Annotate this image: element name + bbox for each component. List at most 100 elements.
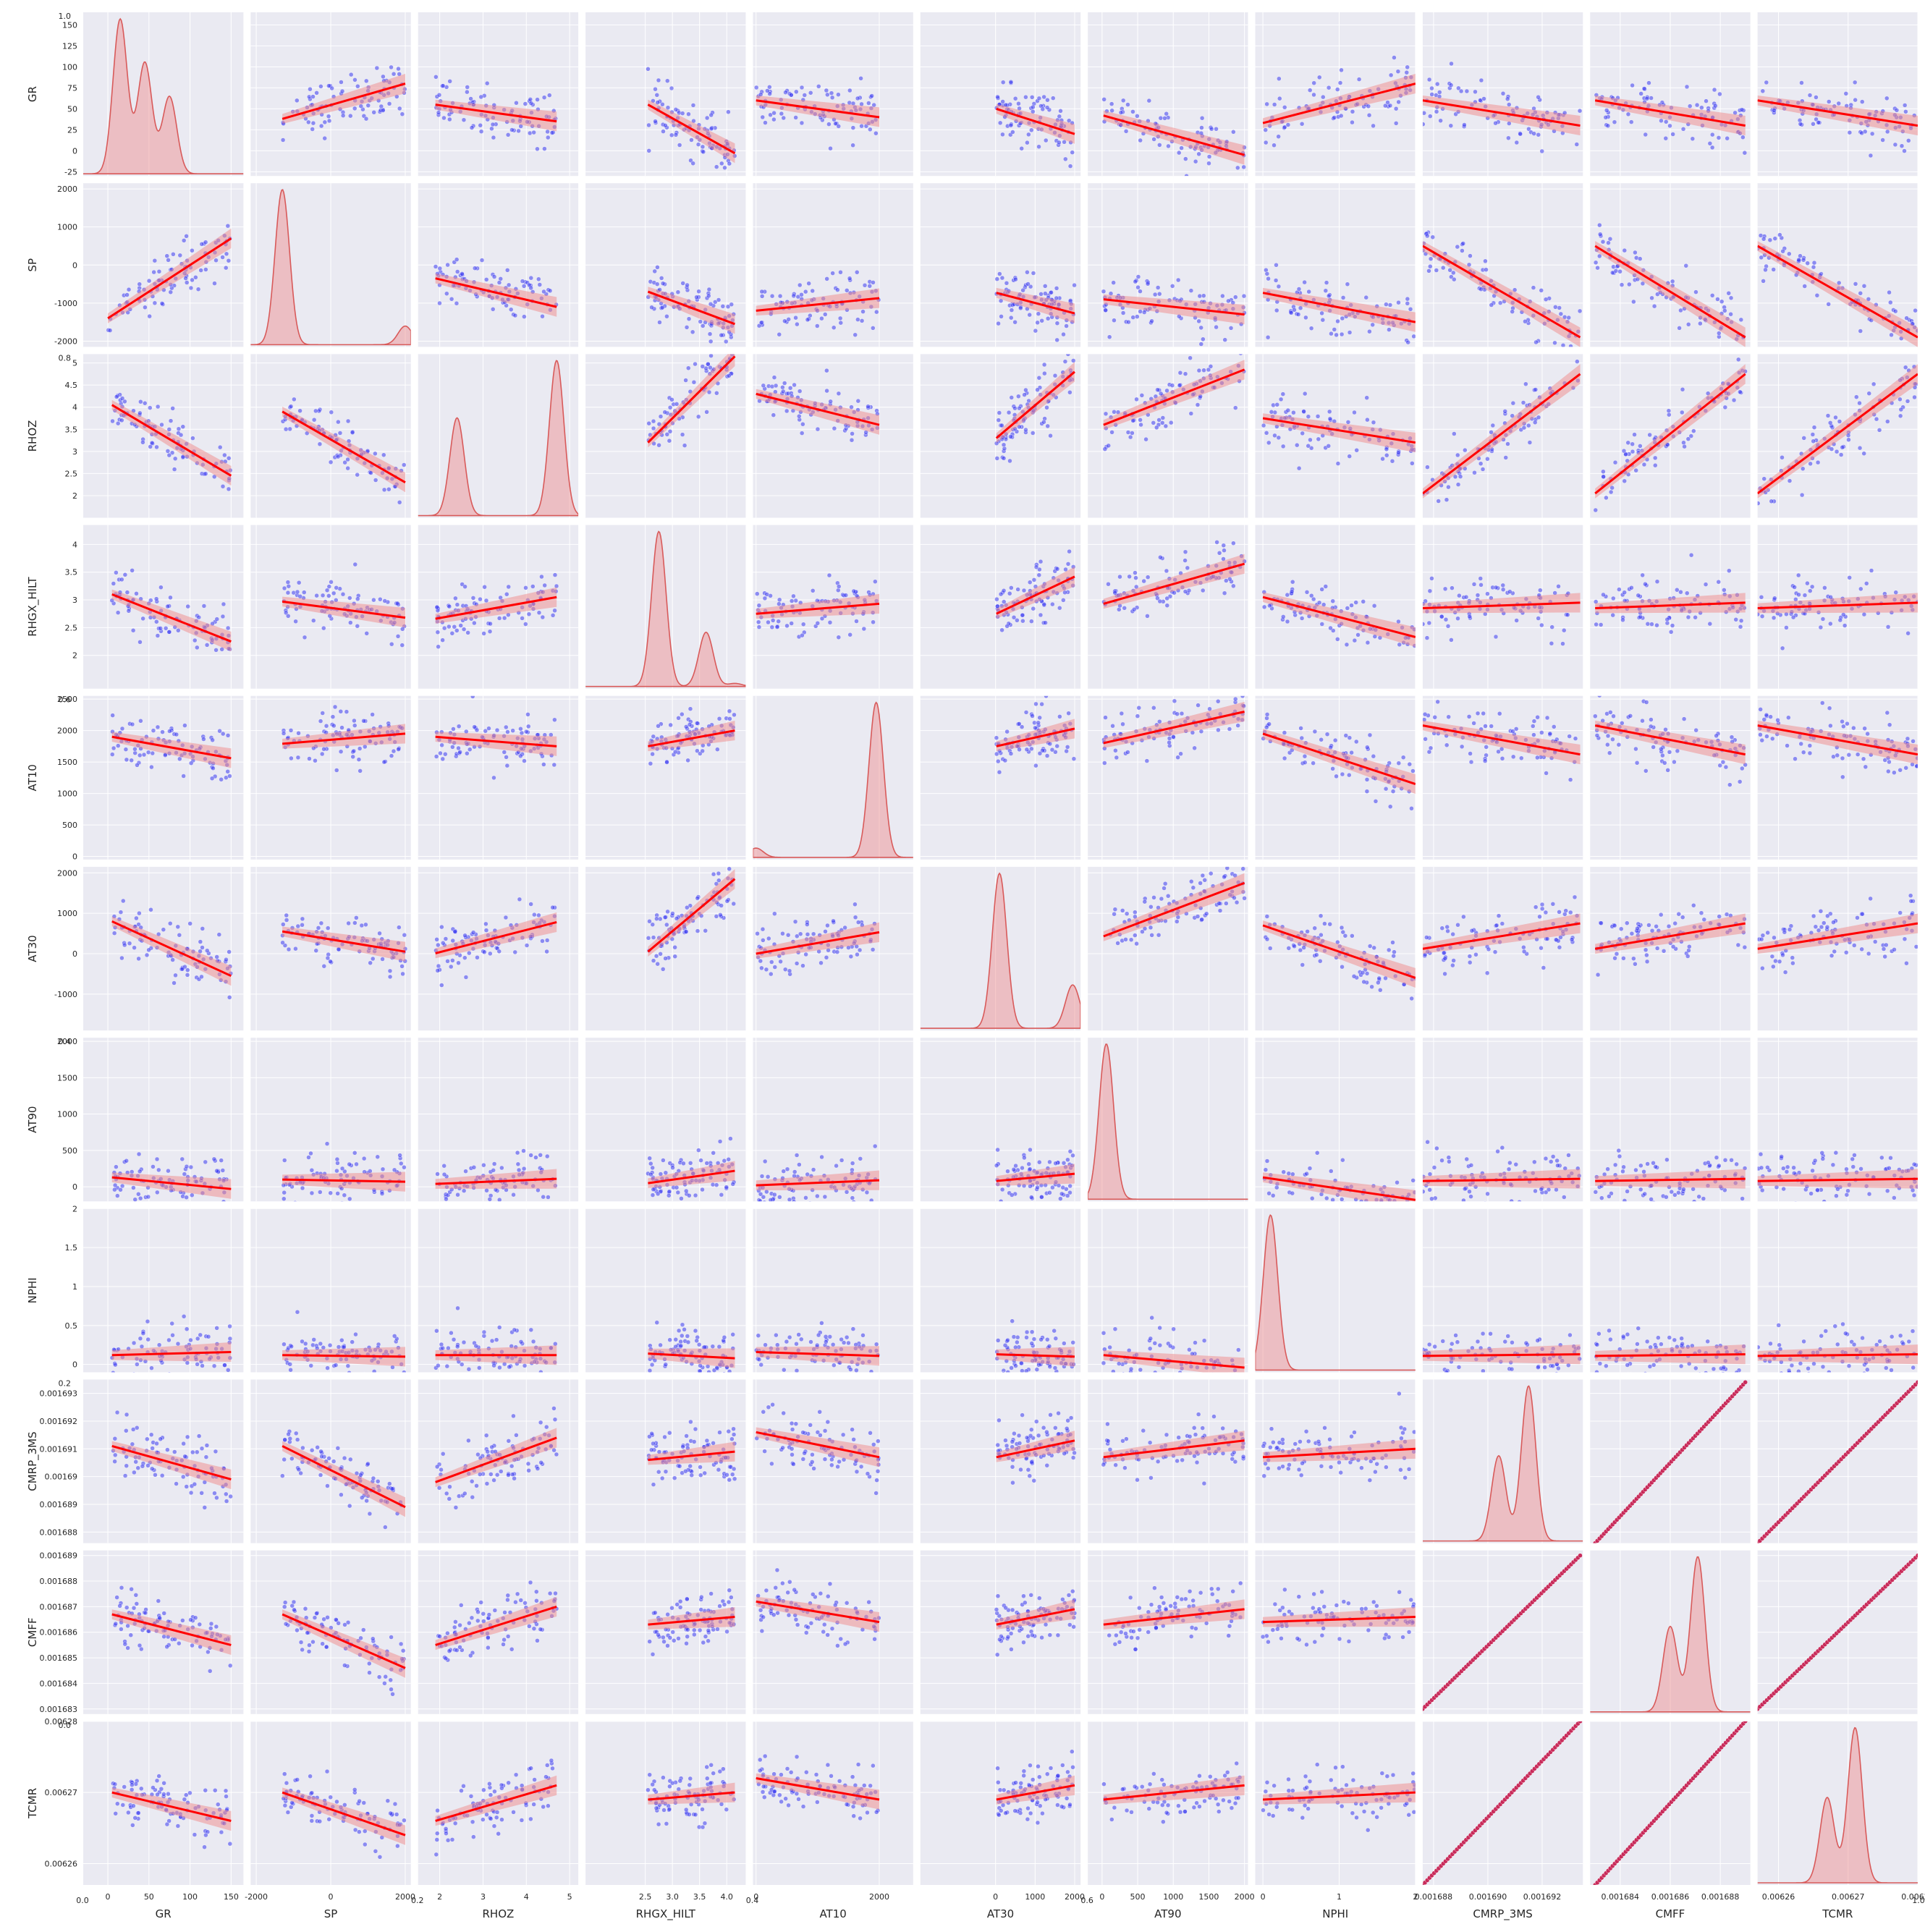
- scatter-point: [282, 585, 287, 591]
- scatter-point: [523, 585, 528, 590]
- scatter-point: [660, 281, 666, 286]
- scatter-point: [1427, 588, 1433, 593]
- scatter-point: [124, 590, 130, 595]
- scatter-point: [1647, 432, 1652, 438]
- scatter-point: [1742, 151, 1748, 156]
- scatter-point: [1828, 621, 1833, 627]
- scatter-point: [787, 386, 793, 391]
- scatter-point: [1834, 449, 1840, 454]
- scatter-point: [776, 619, 781, 624]
- scatter-point: [288, 728, 294, 733]
- scatter-point: [1837, 617, 1843, 623]
- scatter-point: [484, 80, 490, 86]
- scatter-point: [1422, 111, 1426, 116]
- confidence-band: [1263, 413, 1416, 453]
- scatter-point: [1387, 103, 1393, 109]
- scatter-point: [1339, 113, 1344, 119]
- ytick-label: 2: [72, 651, 77, 661]
- scatter-point: [758, 320, 764, 326]
- scatter-point: [1396, 300, 1401, 305]
- scatter-point: [286, 614, 291, 619]
- scatter-point: [1317, 75, 1322, 80]
- scatter-point: [755, 591, 760, 596]
- panel-background: [418, 695, 579, 860]
- scatter-point: [1693, 615, 1698, 620]
- confidence-band: [282, 596, 406, 628]
- scatter-point: [662, 410, 667, 415]
- scatter-point: [1913, 308, 1918, 313]
- kde-curve: [418, 360, 579, 517]
- scatter-point: [704, 410, 709, 415]
- scatter-point: [154, 444, 159, 450]
- scatter-point: [1625, 440, 1630, 446]
- scatter-point: [203, 240, 208, 245]
- panel-background: [83, 695, 244, 860]
- scatter-point: [1448, 123, 1454, 128]
- scatter-point: [528, 97, 533, 102]
- scatter-point: [373, 478, 378, 483]
- scatter-point: [192, 637, 198, 643]
- scatter-point: [754, 85, 759, 90]
- scatter-point: [1633, 250, 1638, 255]
- scatter-point: [1798, 122, 1803, 127]
- scatter-point: [858, 76, 863, 81]
- scatter-point: [1841, 612, 1846, 617]
- scatter-point: [1539, 148, 1544, 154]
- scatter-point: [1556, 584, 1561, 589]
- scatter-point: [996, 758, 1001, 764]
- scatter-point: [201, 603, 207, 609]
- scatter-point: [1340, 315, 1345, 321]
- confidence-band: [111, 589, 232, 652]
- scatter-point: [1125, 102, 1130, 107]
- scatter-point: [1801, 258, 1806, 263]
- scatter-point: [348, 113, 353, 119]
- scatter-point: [829, 90, 834, 96]
- panel-RHGX_HILT-vs-GR: [83, 525, 244, 689]
- scatter-point: [204, 643, 210, 648]
- panel-GR-vs-TCMR: [1757, 12, 1918, 177]
- scatter-point: [295, 589, 300, 595]
- scatter-point: [1224, 578, 1229, 583]
- scatter-point: [522, 314, 527, 319]
- scatter-point: [706, 287, 712, 292]
- regression-line: [756, 297, 880, 312]
- scatter-point: [654, 281, 660, 287]
- scatter-point: [1429, 92, 1434, 97]
- scatter-point: [1011, 615, 1017, 620]
- scatter-point: [1682, 444, 1687, 449]
- scatter-point: [695, 748, 700, 753]
- scatter-point: [364, 78, 369, 84]
- scatter-point: [685, 282, 690, 288]
- scatter-point: [1332, 115, 1337, 120]
- regression-line: [282, 600, 406, 619]
- scatter-point: [1188, 411, 1194, 416]
- scatter-point: [1138, 289, 1143, 294]
- scatter-point: [1123, 129, 1129, 134]
- scatter-point: [329, 580, 334, 585]
- scatter-point: [1434, 268, 1439, 273]
- scatter-point: [1012, 96, 1018, 101]
- scatter-point: [378, 597, 383, 602]
- scatter-point: [520, 616, 525, 621]
- ytick-label: 4: [72, 403, 77, 412]
- scatter-point: [509, 307, 514, 312]
- scatter-point: [221, 601, 227, 607]
- scatter-point: [756, 624, 762, 630]
- scatter-point: [528, 130, 533, 136]
- scatter-point: [1557, 305, 1562, 310]
- scatter-point: [685, 758, 690, 763]
- scatter-point: [720, 349, 724, 353]
- scatter-point: [1627, 281, 1632, 287]
- scatter-point: [1675, 588, 1680, 593]
- scatter-point: [119, 418, 124, 423]
- scatter-point: [1051, 96, 1056, 101]
- scatter-point: [1898, 413, 1903, 419]
- scatter-point: [1877, 428, 1882, 433]
- scatter-point: [656, 724, 661, 729]
- confidence-band: [756, 288, 879, 316]
- scatter-point: [700, 748, 705, 754]
- scatter-point: [759, 289, 764, 295]
- scatter-point: [826, 122, 832, 127]
- scatter-point: [1323, 584, 1329, 589]
- scatter-point: [1640, 281, 1646, 287]
